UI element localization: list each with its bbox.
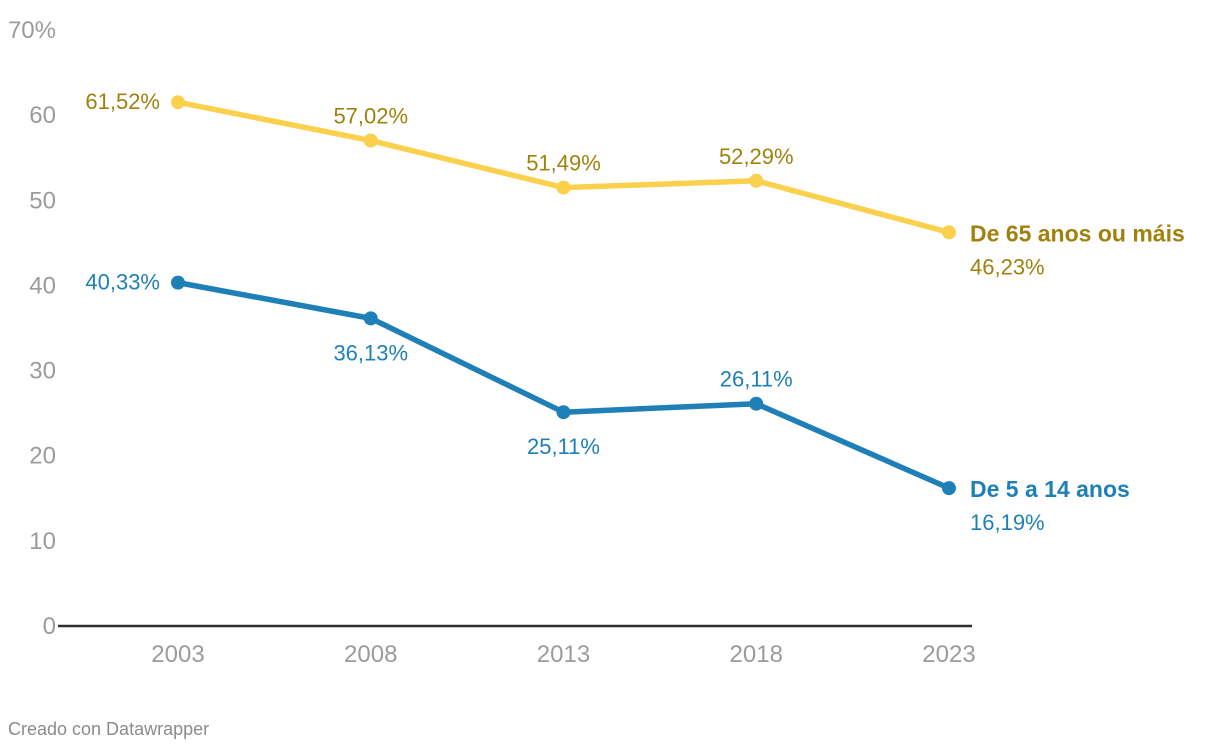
point-label: 26,11% (720, 367, 793, 392)
data-point[interactable] (749, 173, 764, 188)
series-end-value: 16,19% (970, 510, 1045, 535)
x-tick-label: 2003 (151, 641, 204, 668)
data-point[interactable] (556, 180, 571, 195)
point-label: 36,13% (333, 340, 408, 365)
data-point[interactable] (942, 481, 956, 496)
point-label: 61,52% (85, 89, 160, 114)
y-tick-label: 30 (29, 358, 56, 385)
data-point[interactable] (363, 133, 378, 148)
series-end-value: 46,23% (970, 254, 1045, 279)
data-point[interactable] (749, 396, 764, 411)
point-label: 25,11% (527, 434, 600, 459)
data-point[interactable] (363, 311, 378, 326)
x-tick-label: 2018 (730, 641, 783, 668)
y-tick-label: 60 (29, 102, 56, 129)
y-tick-label: 70% (8, 17, 56, 44)
y-tick-label: 0 (43, 613, 56, 640)
y-tick-label: 20 (29, 443, 56, 470)
x-tick-label: 2008 (344, 641, 397, 668)
series-label: De 5 a 14 anos (970, 476, 1130, 502)
x-tick-label: 2013 (537, 641, 590, 668)
data-point[interactable] (942, 225, 956, 240)
point-label: 51,49% (526, 151, 601, 176)
y-tick-label: 40 (29, 272, 56, 299)
point-label: 52,29% (719, 144, 794, 169)
series-label: De 65 anos ou máis (970, 220, 1185, 246)
datawrapper-credit-link[interactable]: Creado con Datawrapper (8, 719, 210, 739)
data-point[interactable] (171, 95, 185, 110)
data-point[interactable] (171, 275, 185, 290)
point-label: 57,02% (333, 104, 408, 129)
x-tick-label: 2023 (922, 641, 975, 668)
data-point[interactable] (556, 405, 571, 420)
y-tick-label: 50 (29, 187, 56, 214)
point-label: 40,33% (85, 270, 160, 295)
y-tick-label: 10 (29, 528, 56, 555)
